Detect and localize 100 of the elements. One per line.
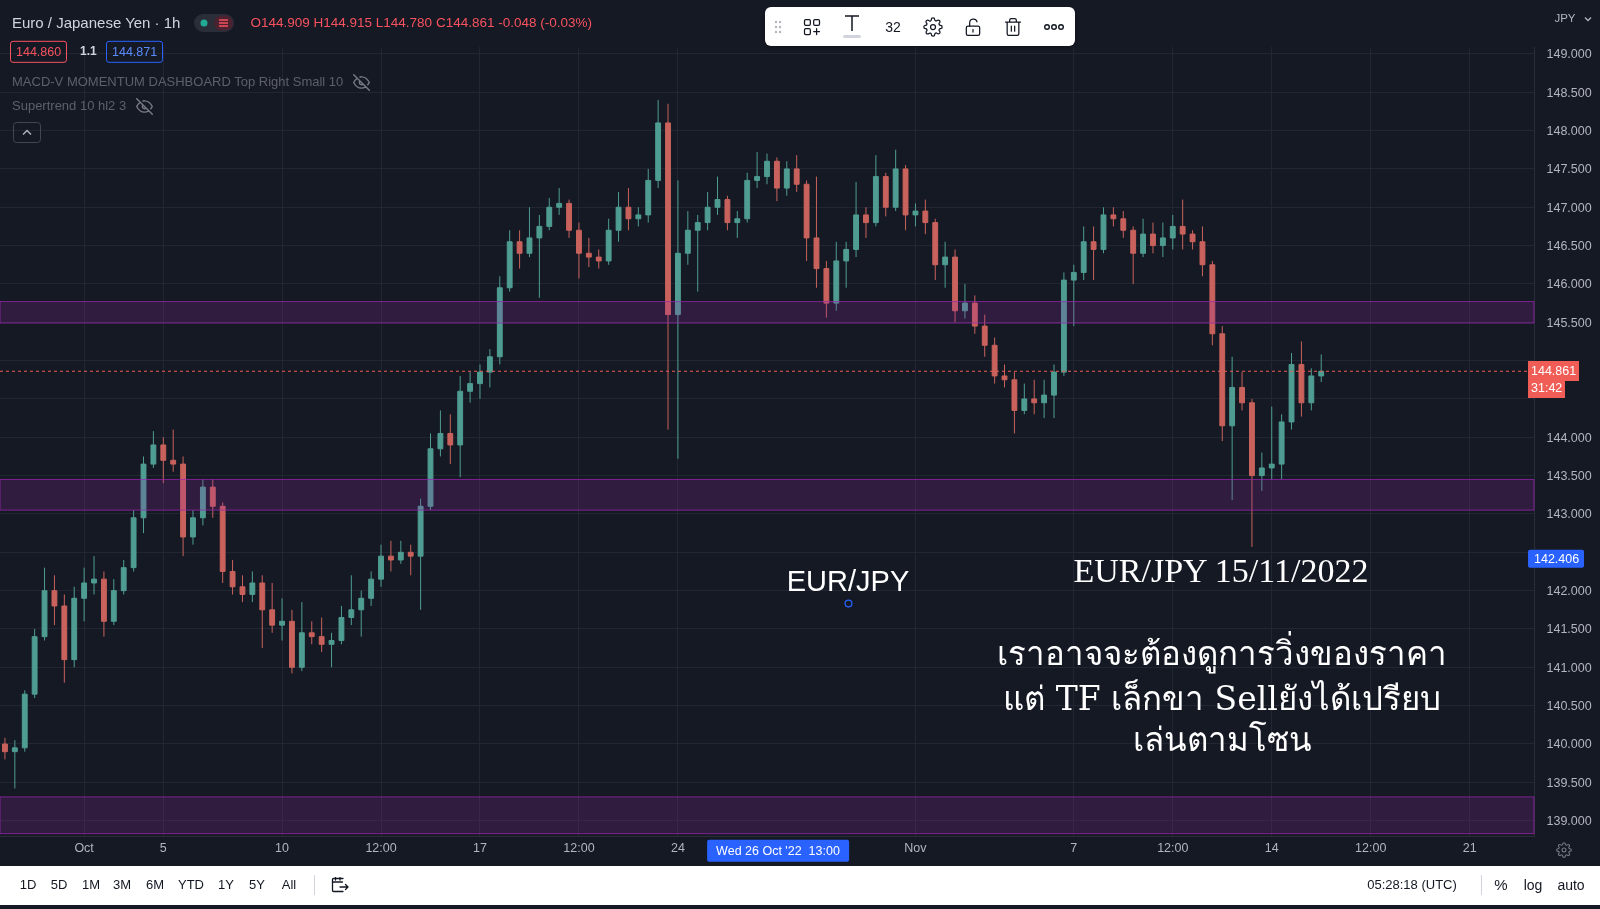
candlestick [694, 214, 701, 293]
candlestick [556, 187, 563, 216]
candlestick [1199, 225, 1206, 277]
candlestick [902, 164, 909, 231]
candlestick [279, 597, 285, 641]
candlestick [61, 593, 68, 684]
candlestick [100, 570, 107, 638]
candlestick [11, 739, 18, 789]
candlestick [566, 199, 572, 239]
candlestick [150, 430, 157, 469]
candlestick [71, 586, 78, 668]
candlestick [1298, 340, 1305, 418]
candlestick [1308, 367, 1315, 411]
annotation: 144.860 [10, 40, 68, 64]
candlestick [328, 632, 335, 668]
candlestick [467, 371, 474, 404]
candlestick [486, 348, 493, 388]
candlestick [120, 559, 127, 595]
bottom-toolbar: 1D 5D 1M 3M 6M YTD 1Y 5Y All 05:28:18 (UTC) % log auto [0, 866, 1600, 905]
annotation: 144.871 [106, 40, 164, 64]
x-tick-label: 7 [1070, 841, 1078, 855]
candlestick [2, 737, 8, 760]
ref-line-label: 144.861 [1531, 364, 1577, 378]
y-tick-label: 144.000 [1546, 430, 1592, 445]
candlestick [199, 478, 206, 526]
candlestick [21, 689, 28, 753]
candlestick [477, 363, 483, 400]
chart-title: Euro / Japanese Yen · 1h [12, 14, 181, 32]
candlestick [704, 191, 711, 231]
candlestick [1169, 214, 1176, 250]
x-tick-label: 10 [275, 841, 290, 855]
candlestick [536, 214, 543, 299]
candlestick [91, 555, 97, 595]
candlestick [942, 241, 949, 289]
annotation: 31:42 [1531, 381, 1563, 395]
y-tick-label: 142.000 [1546, 584, 1592, 599]
x-tick-label: 12:00 [365, 841, 397, 855]
y-tick-label: 146.500 [1546, 238, 1592, 253]
candlestick [1150, 222, 1156, 254]
candlestick [160, 436, 167, 484]
candlestick [457, 375, 464, 478]
candlestick [1219, 325, 1226, 442]
annotation: แต่ TF เล็กขา Sellยังได้เปรียบ [1003, 679, 1441, 719]
candlestick [754, 151, 761, 189]
candlestick [31, 628, 38, 699]
candlestick [358, 590, 365, 638]
y-tick-label: 148.000 [1546, 123, 1592, 138]
candlestick [239, 574, 246, 603]
candlestick [793, 154, 800, 193]
candlestick [1120, 210, 1127, 239]
candlestick [348, 574, 355, 626]
candlestick [932, 218, 939, 281]
candlestick [180, 455, 187, 557]
candlestick [615, 191, 622, 243]
candlestick [655, 99, 662, 189]
candlestick [605, 218, 612, 266]
candlestick [853, 181, 859, 258]
candlestick [783, 160, 790, 197]
candlestick [378, 544, 384, 588]
candlestick [764, 153, 770, 185]
candlestick [922, 199, 929, 235]
candlestick [744, 172, 751, 224]
candlestick [1258, 452, 1265, 492]
y-tick-label: 146.000 [1546, 277, 1592, 292]
candlestick [506, 229, 513, 293]
y-tick-label: 148.500 [1546, 85, 1592, 100]
candlestick [437, 409, 444, 457]
y-tick-label: 145.500 [1546, 315, 1592, 330]
y-tick-label: 147.000 [1546, 200, 1592, 215]
candlestick [308, 620, 315, 645]
annotation: EUR/JPY 15/11/2022 [1073, 551, 1369, 591]
x-tick-label: 24 [670, 841, 685, 855]
candlestick [427, 432, 434, 511]
text: O144.909 H144.915 L144.780 C144.861 -0.048 (-0.03%) [250, 15, 592, 31]
x-tick-label: 12:00 [563, 841, 595, 855]
candlestick [81, 567, 88, 622]
candlestick [1179, 199, 1186, 250]
candlestick [1130, 225, 1137, 285]
y-tick-label: 140.500 [1546, 699, 1592, 714]
x-tick-label: Oct [74, 841, 95, 855]
y-tick-label: 139.000 [1546, 814, 1592, 829]
candlestick [51, 574, 58, 626]
candlestick [1288, 352, 1295, 431]
candlestick [991, 337, 998, 385]
candlestick [971, 294, 978, 335]
x-tick-label: 14 [1264, 841, 1279, 855]
candlestick [407, 544, 414, 576]
candlestick [882, 172, 889, 217]
y-tick-label: 149.000 [1546, 47, 1592, 62]
candlestick [1031, 379, 1038, 415]
candlestick [190, 509, 196, 546]
candlestick [1239, 371, 1245, 411]
candlestick [635, 206, 642, 227]
annotation: เล่นตามโซน [1132, 720, 1312, 760]
candlestick [259, 574, 266, 649]
candlestick [714, 176, 721, 216]
candlestick [41, 567, 48, 641]
candlestick [724, 195, 731, 231]
candlestick [388, 540, 394, 572]
y-tick-label: 141.500 [1546, 622, 1592, 637]
